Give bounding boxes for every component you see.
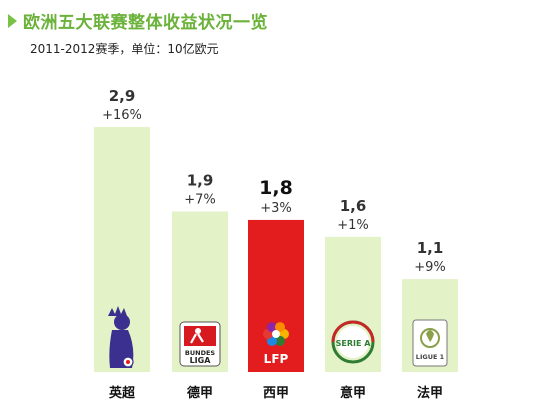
bar-growth-label: +9%: [414, 260, 446, 275]
title-arrow-icon: [8, 13, 17, 28]
x-tick-label: 意甲: [340, 385, 366, 401]
bundesliga-logo-text-2: LIGA: [190, 356, 212, 365]
chart-title: 欧洲五大联赛整体收益状况一览: [23, 13, 268, 33]
bar-growth-label: +7%: [184, 192, 216, 207]
bar: [248, 219, 304, 372]
lfp-logo-text: LFP: [264, 352, 289, 366]
lion-crest-icon: [108, 306, 134, 368]
bar-value-label: 2,9: [109, 87, 136, 105]
bar-growth-label: +3%: [260, 201, 292, 216]
bar-value-label: 1,6: [340, 197, 367, 215]
bar-growth-label: +16%: [102, 108, 142, 123]
chart-header: 欧洲五大联赛整体收益状况一览 2011-2012赛季，单位：10亿欧元: [8, 8, 543, 57]
x-tick-label: 西甲: [263, 386, 289, 401]
bar-value-label: 1,1: [417, 239, 444, 257]
bundesliga-logo-text: BUNDES: [185, 349, 216, 357]
lfp-logo-icon: LFP: [263, 322, 289, 366]
ligue1-logo-text: LIGUE 1: [416, 353, 445, 361]
bar-value-label: 1,9: [187, 171, 214, 189]
chart-subtitle: 2011-2012赛季，单位：10亿欧元: [30, 42, 219, 56]
x-tick-label: 法甲: [417, 385, 443, 401]
serie-a-logo-icon: SERIE A: [331, 320, 375, 364]
x-tick-label: 德甲: [187, 385, 213, 401]
serie-a-logo-text: SERIE A: [336, 339, 372, 348]
bar-value-label: 1,8: [259, 177, 293, 199]
ligue1-logo-icon: LIGUE 1: [412, 319, 448, 367]
x-tick-label: 英超: [108, 385, 136, 401]
title-row: 欧洲五大联赛整体收益状况一览: [8, 8, 543, 33]
bar-growth-label: +1%: [337, 218, 369, 233]
